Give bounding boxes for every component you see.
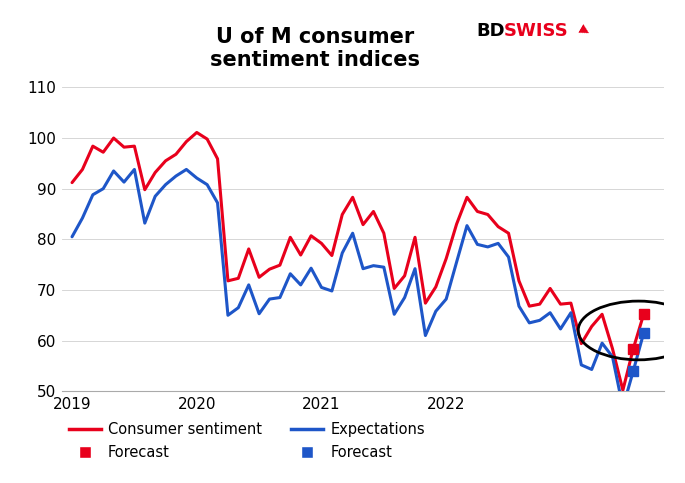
- Legend: Consumer sentiment, Forecast, Expectations, Forecast: Consumer sentiment, Forecast, Expectatio…: [63, 417, 431, 466]
- Text: BD: BD: [476, 22, 505, 40]
- Text: ▶: ▶: [577, 22, 593, 38]
- Text: SWISS: SWISS: [503, 22, 569, 40]
- Title: U of M consumer
sentiment indices: U of M consumer sentiment indices: [210, 27, 420, 70]
